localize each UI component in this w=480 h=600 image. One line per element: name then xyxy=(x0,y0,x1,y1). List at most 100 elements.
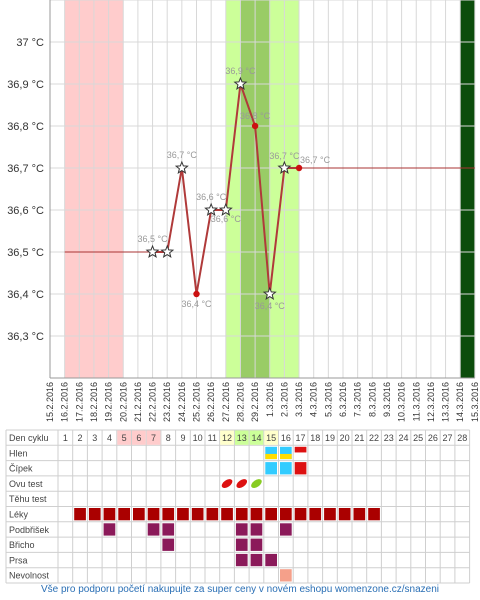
x-date-label: 3.3.2016 xyxy=(294,382,304,417)
symptom-cell xyxy=(147,508,160,521)
x-axis-date-labels: 15.2.2016 16.2.2016 17.2.2016 18.2.2016 19.2… xyxy=(45,382,480,422)
table-header-highlight xyxy=(249,430,264,445)
baselines xyxy=(64,167,475,253)
table-day-number: 15 xyxy=(266,433,276,443)
x-date-label: 19.2.2016 xyxy=(104,382,114,422)
symptom-cell xyxy=(88,508,101,521)
table-day-number: 14 xyxy=(251,433,261,443)
table-row-label: Čípek xyxy=(9,464,33,474)
y-tick-label: 36,9 °C xyxy=(7,79,44,91)
x-date-label: 5.3.2016 xyxy=(323,382,333,417)
ovulation-test-marker xyxy=(221,479,233,488)
symptom-cell xyxy=(235,523,248,536)
table-header-highlight xyxy=(220,430,234,445)
x-date-label: 16.2.2016 xyxy=(60,382,70,422)
symptom-cell xyxy=(368,508,380,521)
symptom-cell xyxy=(206,508,219,521)
x-date-label: 9.3.2016 xyxy=(382,382,392,417)
table-row-label: Nevolnost xyxy=(9,571,50,581)
table-day-number: 24 xyxy=(398,433,408,443)
table-header-label: Den cyklu xyxy=(9,433,49,443)
x-date-label: 2.3.2016 xyxy=(279,382,289,417)
x-date-label: 8.3.2016 xyxy=(367,382,377,417)
x-date-label: 12.3.2016 xyxy=(426,382,436,422)
ovulation-test-marker xyxy=(236,479,248,488)
x-date-label: 11.3.2016 xyxy=(411,382,421,421)
table-day-number: 26 xyxy=(428,433,438,443)
table-day-number: 5 xyxy=(122,433,127,443)
symptom-cell xyxy=(265,446,277,460)
temperature-star-marker xyxy=(262,286,277,300)
table-header-highlight xyxy=(117,430,131,445)
temperature-value-label: 36,7 °C xyxy=(300,155,331,165)
symptom-cell xyxy=(235,508,248,521)
symptom-cell xyxy=(338,508,351,521)
symptom-cell xyxy=(235,553,248,567)
x-date-label: 28.2.2016 xyxy=(235,382,245,422)
symptom-cell xyxy=(280,446,292,460)
table-day-number: 13 xyxy=(237,433,247,443)
temperature-star-marker xyxy=(233,76,248,90)
symptom-cell xyxy=(162,523,175,536)
symptom-cell xyxy=(353,508,366,521)
temperature-dot-marker xyxy=(193,290,200,298)
x-date-label: 14.3.2016 xyxy=(455,382,465,422)
table-day-number: 3 xyxy=(92,433,97,443)
table-day-number: 16 xyxy=(281,433,291,443)
y-tick-label: 37 °C xyxy=(16,37,44,49)
symptom-cell xyxy=(250,508,263,521)
x-date-label: 29.2.2016 xyxy=(250,382,260,422)
table-day-number: 4 xyxy=(107,433,112,443)
table-header-highlight xyxy=(264,430,278,445)
temperature-star-marker xyxy=(218,202,233,216)
table-day-number: 23 xyxy=(384,433,394,443)
temperature-star-marker xyxy=(277,160,292,174)
x-date-label: 20.2.2016 xyxy=(118,382,128,422)
x-date-label: 15.2.2016 xyxy=(45,382,55,422)
temperature-points: 36,5 °C 36,7 °C 36,4 °C 36,6 °C 36,6 °C 36,9 … xyxy=(137,66,330,311)
table-day-number: 28 xyxy=(457,433,467,443)
temperature-value-label: 36,4 °C xyxy=(181,299,212,309)
footer-link[interactable]: Vše pro podporu početí nakupujte za supe… xyxy=(40,584,440,595)
symptom-cell xyxy=(147,523,160,536)
symptom-cell xyxy=(294,508,307,521)
table-day-number: 25 xyxy=(413,433,423,443)
table-day-number: 8 xyxy=(166,433,171,443)
symptom-table: Den cyklu 1 2 3 4 5 6 7 8 9 10 11 12 13 14 15 16 17 18 19 20… xyxy=(5,429,471,584)
table-row-label: Těhu test xyxy=(9,494,47,504)
temperature-dot-marker xyxy=(295,164,303,172)
x-date-label: 26.2.2016 xyxy=(206,382,216,422)
x-date-label: 17.2.2016 xyxy=(74,382,84,422)
temperature-value-label: 36,4 °C xyxy=(255,301,286,311)
table-day-number: 7 xyxy=(151,433,156,443)
symptom-cell xyxy=(235,538,248,551)
y-tick-label: 36,6 °C xyxy=(7,205,44,217)
temperature-star-marker xyxy=(204,202,219,216)
band-today xyxy=(460,0,475,378)
temperature-value-label: 36,6 °C xyxy=(196,192,227,202)
symptom-cell xyxy=(133,508,145,521)
x-date-label: 23.2.2016 xyxy=(162,382,172,422)
table-row-label: Břicho xyxy=(9,540,35,550)
table-day-number: 21 xyxy=(354,433,364,443)
table-row-label: Léky xyxy=(9,510,29,520)
symptom-cell xyxy=(162,538,175,551)
table-day-number: 18 xyxy=(310,433,320,443)
symptom-cell xyxy=(103,523,116,536)
table-day-number: 19 xyxy=(325,433,335,443)
symptom-cell xyxy=(103,508,116,521)
symptom-cell xyxy=(162,508,175,521)
x-date-label: 15.3.2016 xyxy=(470,382,480,422)
symptom-cell xyxy=(265,553,277,567)
table-header-highlight xyxy=(132,430,146,445)
symptom-cell xyxy=(177,508,189,521)
y-axis-labels: 36,3 °C 36,4 °C 36,5 °C 36,6 °C 36,7 °C 36,8 … xyxy=(7,37,44,343)
symptom-cell xyxy=(221,508,233,521)
table-day-number: 17 xyxy=(296,433,306,443)
symptom-cell xyxy=(250,553,263,567)
symptom-cell xyxy=(250,538,263,551)
symptom-cell xyxy=(294,446,307,453)
x-date-label: 18.2.2016 xyxy=(89,382,99,422)
y-tick-label: 36,7 °C xyxy=(7,163,44,175)
